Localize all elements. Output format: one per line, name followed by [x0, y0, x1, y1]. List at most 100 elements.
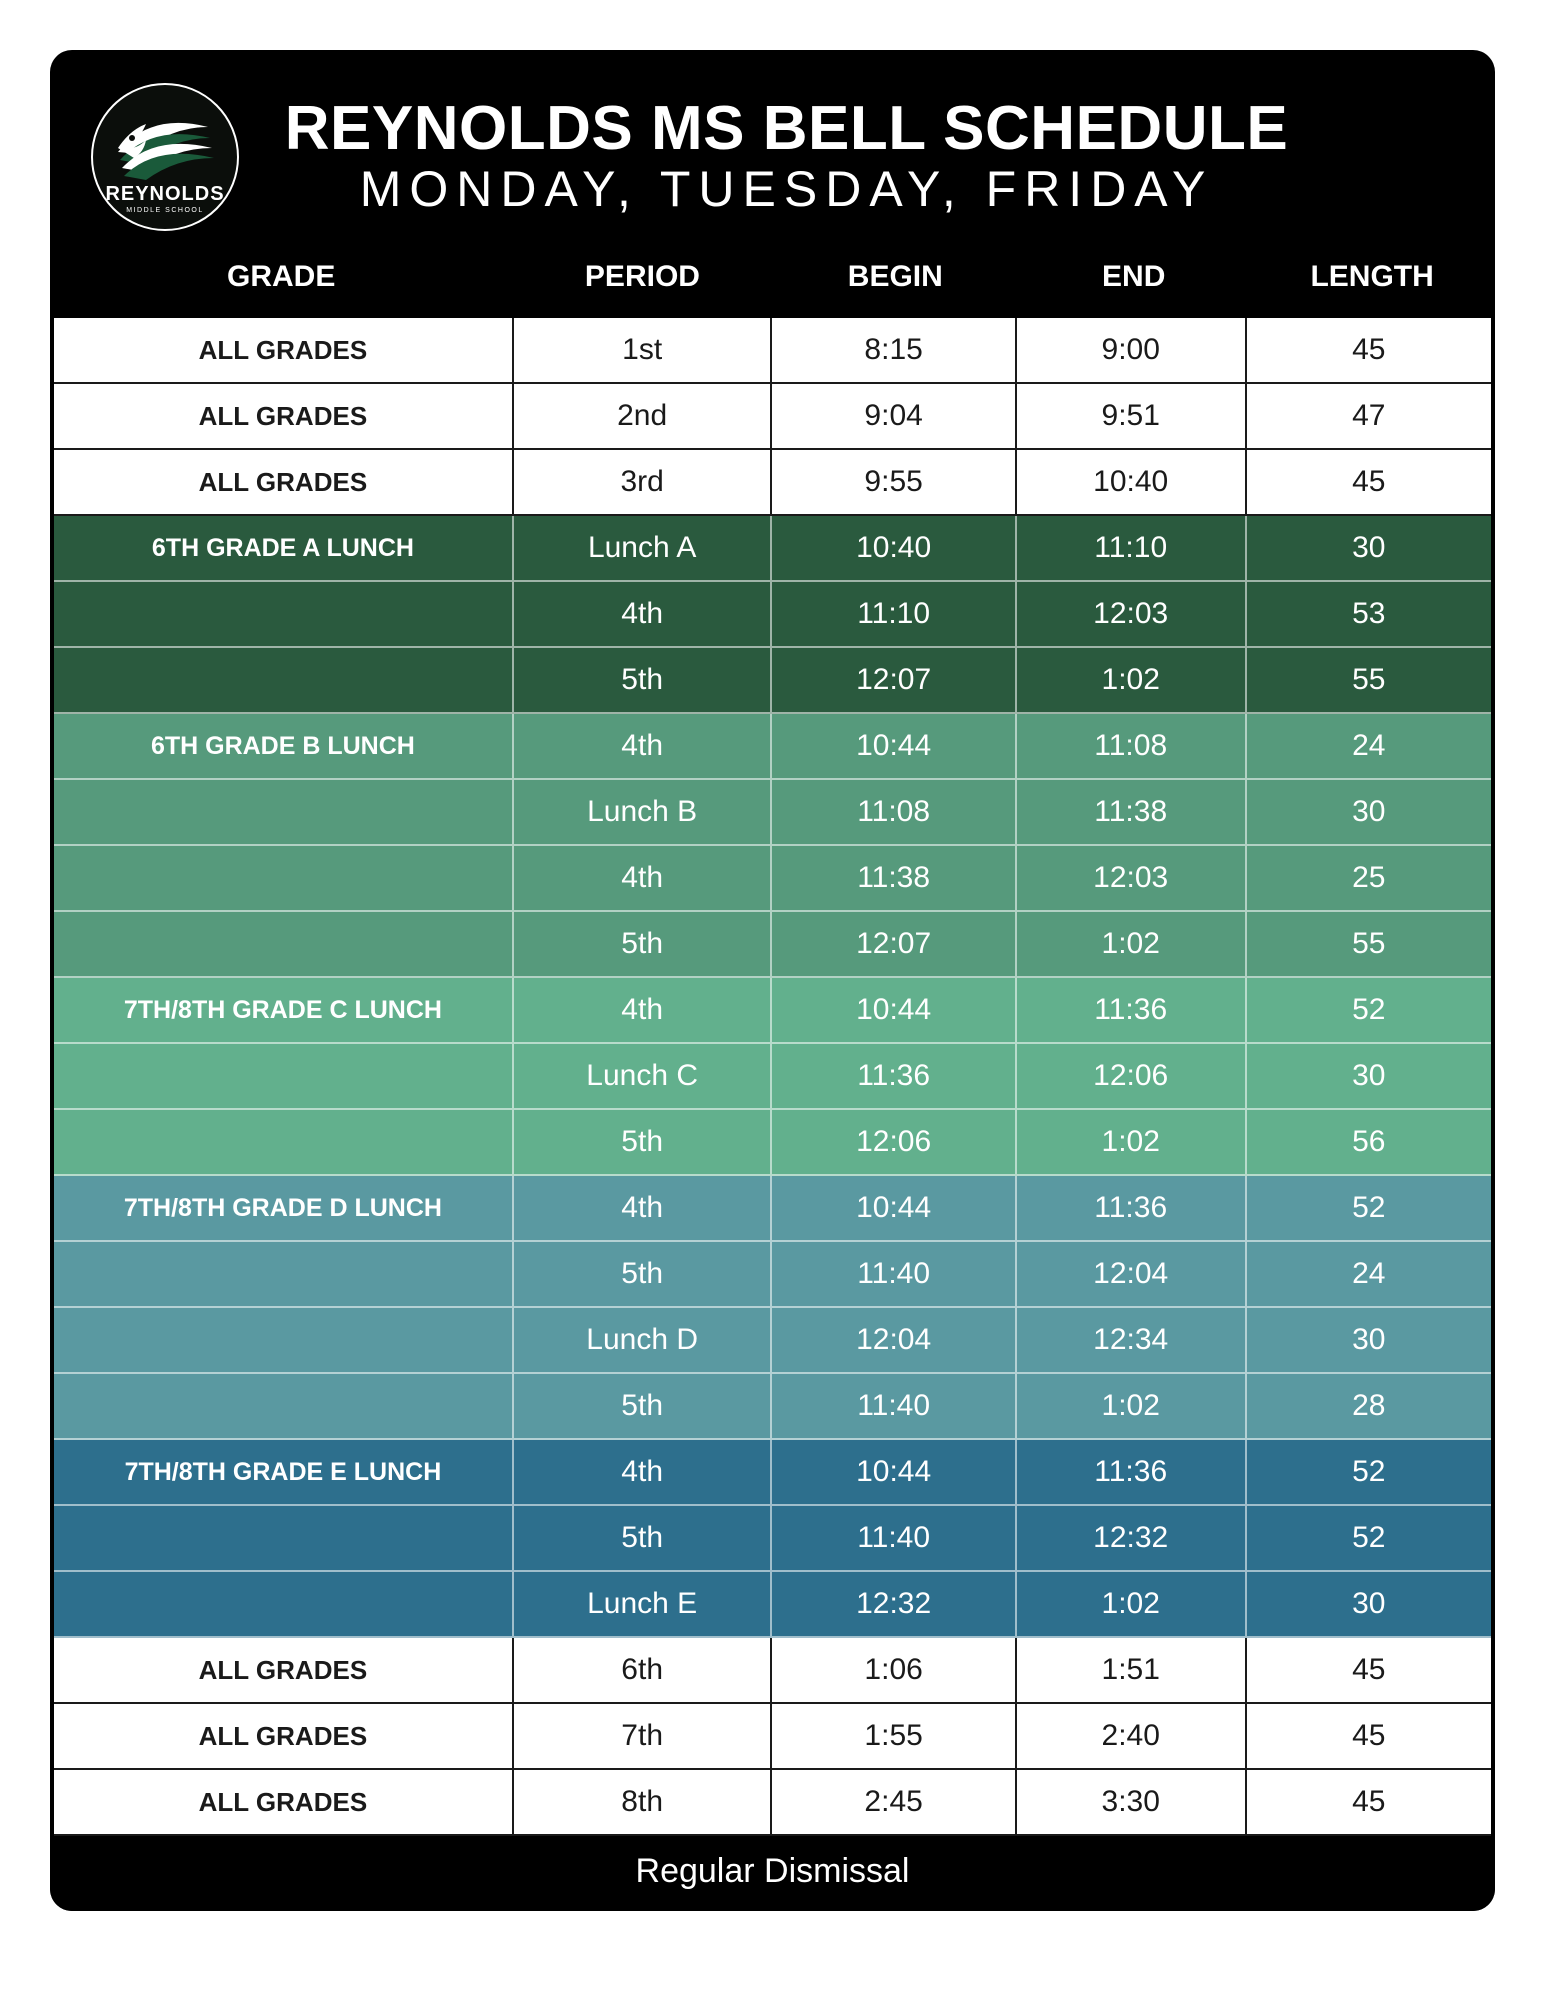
title-block: REYNOLDS MS BELL SCHEDULE MONDAY, TUESDA… [118, 96, 1455, 219]
cell-period: 8th [514, 1770, 773, 1834]
cell-begin: 11:08 [772, 780, 1016, 846]
cell-grade: ALL GRADES [54, 318, 514, 382]
col-period: PERIOD [512, 260, 772, 294]
table-row: Lunch E12:321:0230 [54, 1572, 1491, 1638]
cell-grade: 7TH/8TH GRADE E LUNCH [54, 1440, 514, 1506]
cell-grade: ALL GRADES [54, 450, 514, 514]
cell-end: 1:02 [1017, 1374, 1247, 1440]
cell-period: 5th [514, 912, 773, 978]
cell-end: 1:02 [1017, 648, 1247, 714]
cell-begin: 12:07 [772, 648, 1016, 714]
table-row: ALL GRADES2nd9:049:5147 [54, 384, 1491, 450]
cell-period: 5th [514, 1506, 773, 1572]
table-row: 5th11:401:0228 [54, 1374, 1491, 1440]
cell-length: 30 [1247, 1044, 1491, 1110]
cell-period: Lunch D [514, 1308, 773, 1374]
cell-period: Lunch C [514, 1044, 773, 1110]
cell-begin: 12:04 [772, 1308, 1016, 1374]
cell-length: 52 [1247, 978, 1491, 1044]
cell-end: 10:40 [1017, 450, 1247, 514]
cell-end: 3:30 [1017, 1770, 1247, 1834]
cell-end: 11:36 [1017, 978, 1247, 1044]
page-subtitle: MONDAY, TUESDAY, FRIDAY [118, 161, 1455, 219]
table-row: 4th11:1012:0353 [54, 582, 1491, 648]
cell-period: 4th [514, 846, 773, 912]
col-end: END [1018, 260, 1249, 294]
table-row: 5th11:4012:3252 [54, 1506, 1491, 1572]
cell-end: 12:04 [1017, 1242, 1247, 1308]
cell-end: 11:08 [1017, 714, 1247, 780]
cell-begin: 9:04 [772, 384, 1016, 448]
cell-period: 4th [514, 714, 773, 780]
cell-period: 4th [514, 1440, 773, 1506]
cell-length: 24 [1247, 1242, 1491, 1308]
col-length: LENGTH [1249, 260, 1495, 294]
table-row: Lunch B11:0811:3830 [54, 780, 1491, 846]
cell-begin: 11:40 [772, 1374, 1016, 1440]
table-row: 6TH GRADE A LUNCHLunch A10:4011:1030 [54, 516, 1491, 582]
column-headers: GRADE PERIOD BEGIN END LENGTH [50, 250, 1495, 318]
cell-period: 3rd [514, 450, 773, 514]
header: REYNOLDS MIDDLE SCHOOL REYNOLDS MS BELL … [50, 50, 1495, 250]
cell-end: 12:03 [1017, 846, 1247, 912]
schedule-body: ALL GRADES1st8:159:0045ALL GRADES2nd9:04… [50, 318, 1495, 1836]
cell-end: 9:51 [1017, 384, 1247, 448]
cell-grade [54, 1242, 514, 1308]
table-row: ALL GRADES6th1:061:5145 [54, 1638, 1491, 1704]
cell-begin: 11:40 [772, 1242, 1016, 1308]
cell-begin: 11:38 [772, 846, 1016, 912]
cell-period: 5th [514, 648, 773, 714]
cell-grade: 6TH GRADE B LUNCH [54, 714, 514, 780]
table-row: 4th11:3812:0325 [54, 846, 1491, 912]
cell-period: Lunch A [514, 516, 773, 582]
cell-end: 1:02 [1017, 1110, 1247, 1176]
cell-length: 55 [1247, 912, 1491, 978]
cell-end: 9:00 [1017, 318, 1247, 382]
cell-period: Lunch B [514, 780, 773, 846]
cell-grade [54, 1110, 514, 1176]
cell-length: 47 [1247, 384, 1491, 448]
cell-period: 5th [514, 1242, 773, 1308]
table-row: Lunch D12:0412:3430 [54, 1308, 1491, 1374]
cell-end: 11:38 [1017, 780, 1247, 846]
cell-end: 11:36 [1017, 1440, 1247, 1506]
cell-end: 11:36 [1017, 1176, 1247, 1242]
cell-begin: 12:07 [772, 912, 1016, 978]
cell-grade [54, 1374, 514, 1440]
table-row: 5th12:061:0256 [54, 1110, 1491, 1176]
cell-grade: ALL GRADES [54, 1704, 514, 1768]
table-row: 7TH/8TH GRADE E LUNCH4th10:4411:3652 [54, 1440, 1491, 1506]
cell-period: 5th [514, 1374, 773, 1440]
cell-begin: 12:32 [772, 1572, 1016, 1638]
cell-length: 52 [1247, 1176, 1491, 1242]
cell-grade [54, 1506, 514, 1572]
table-row: 7TH/8TH GRADE C LUNCH4th10:4411:3652 [54, 978, 1491, 1044]
cell-grade [54, 846, 514, 912]
cell-period: Lunch E [514, 1572, 773, 1638]
cell-period: 5th [514, 1110, 773, 1176]
table-row: 5th11:4012:0424 [54, 1242, 1491, 1308]
cell-begin: 10:44 [772, 714, 1016, 780]
cell-begin: 9:55 [772, 450, 1016, 514]
cell-length: 28 [1247, 1374, 1491, 1440]
cell-begin: 11:40 [772, 1506, 1016, 1572]
cell-end: 12:06 [1017, 1044, 1247, 1110]
cell-begin: 8:15 [772, 318, 1016, 382]
cell-grade [54, 780, 514, 846]
cell-period: 2nd [514, 384, 773, 448]
cell-begin: 2:45 [772, 1770, 1016, 1834]
cell-grade [54, 648, 514, 714]
table-row: ALL GRADES7th1:552:4045 [54, 1704, 1491, 1770]
cell-grade: ALL GRADES [54, 384, 514, 448]
col-grade: GRADE [50, 260, 512, 294]
cell-length: 45 [1247, 318, 1491, 382]
col-begin: BEGIN [772, 260, 1018, 294]
cell-length: 30 [1247, 1308, 1491, 1374]
table-row: 5th12:071:0255 [54, 648, 1491, 714]
table-row: ALL GRADES8th2:453:3045 [54, 1770, 1491, 1836]
cell-begin: 11:36 [772, 1044, 1016, 1110]
cell-grade [54, 582, 514, 648]
cell-end: 12:34 [1017, 1308, 1247, 1374]
cell-grade: 7TH/8TH GRADE C LUNCH [54, 978, 514, 1044]
cell-begin: 11:10 [772, 582, 1016, 648]
